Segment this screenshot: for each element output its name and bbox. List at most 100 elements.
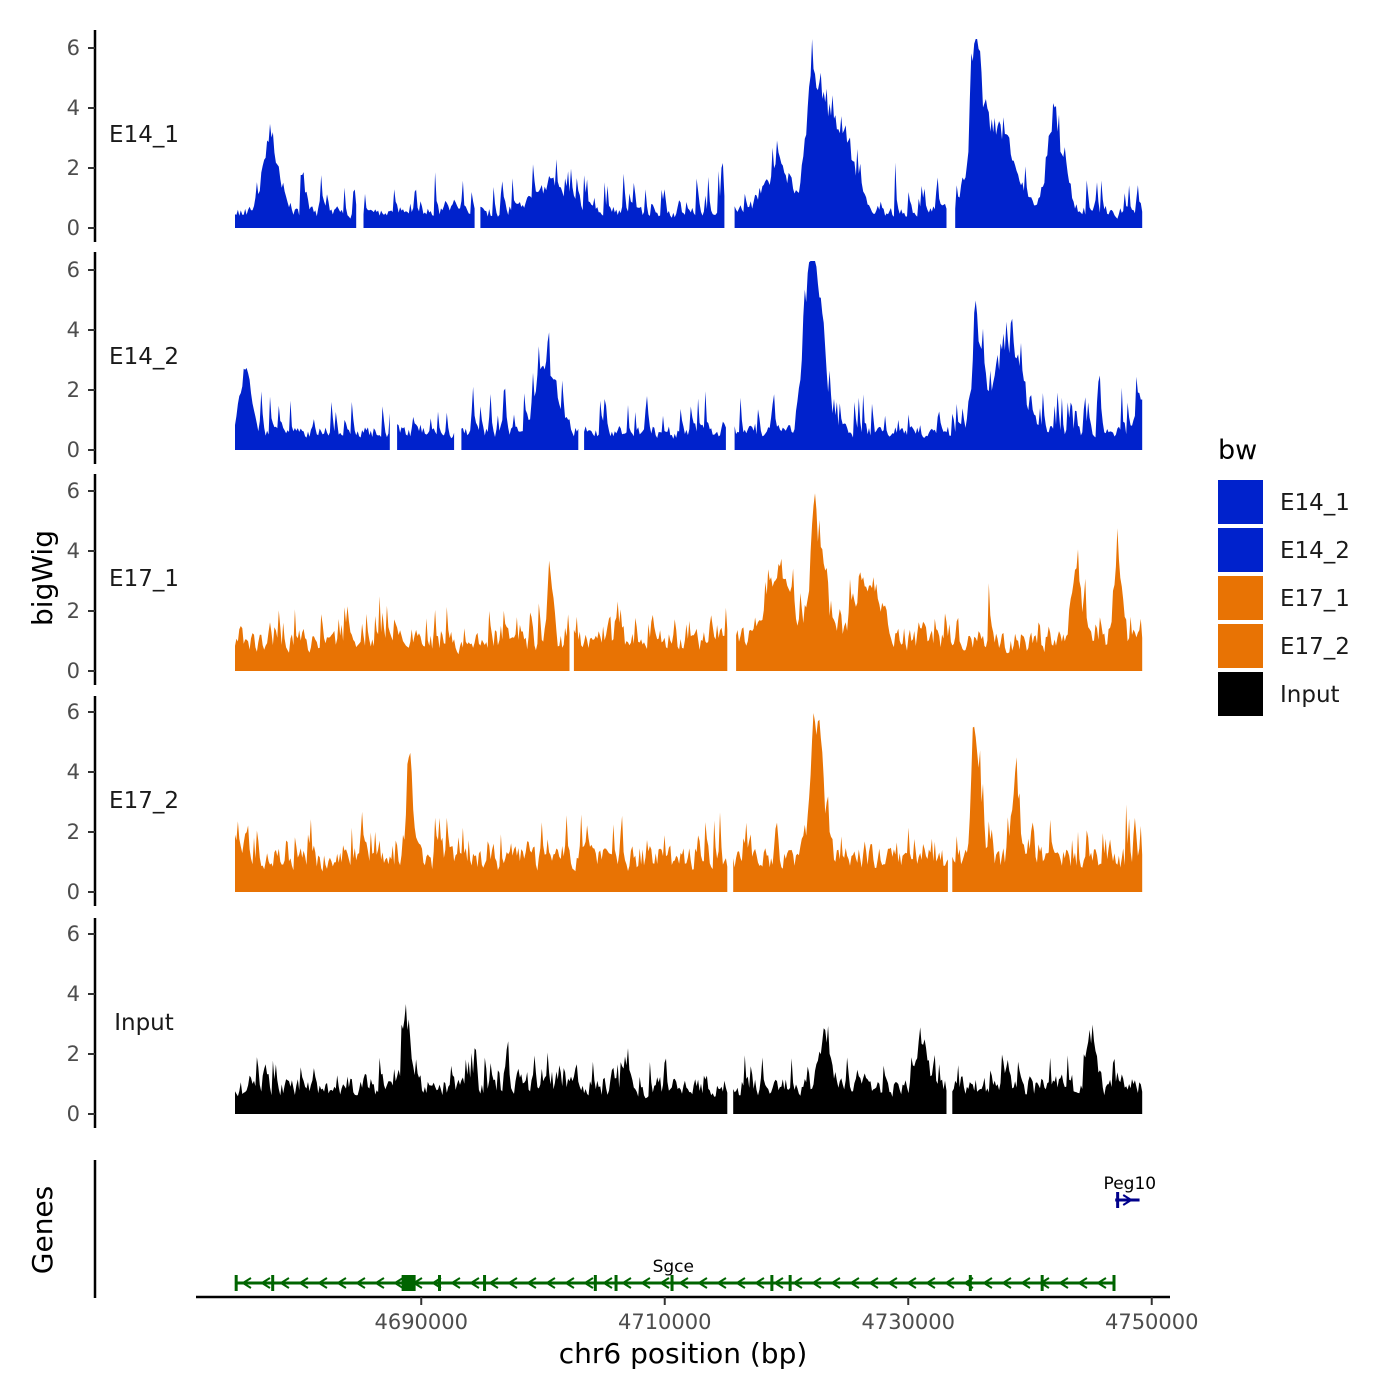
legend-label: E14_2 (1280, 538, 1350, 564)
strand-arrow (868, 1277, 879, 1289)
signal-area-e14-2 (397, 411, 455, 450)
strand-arrow (1077, 1277, 1088, 1289)
y-tick-label: 6 (67, 479, 80, 503)
legend-label: E17_2 (1280, 634, 1350, 660)
signal-area-e14-1 (734, 39, 947, 228)
gene-name-label: Sgce (653, 1257, 694, 1277)
bigwig-tracks: 0 2 4 6 E14_1 0 2 4 6 E14_2 0 2 4 6 E17_1 0 2 4 6 E17_2 0 2 4 6… (67, 30, 1143, 1128)
strand-arrow (1020, 1277, 1031, 1289)
y-tick-label: 4 (67, 760, 80, 784)
gene-sgce: Sgce (234, 1257, 1116, 1291)
signal-area-e14-2 (461, 332, 579, 450)
strand-arrow (1058, 1277, 1069, 1289)
strand-arrow (317, 1277, 328, 1289)
strand-arrow (792, 1277, 803, 1289)
strand-arrow (773, 1277, 784, 1289)
signal-area-e14-1 (363, 172, 475, 228)
strand-arrow (526, 1277, 537, 1289)
track-e17-2: 0 2 4 6 E17_2 (67, 696, 1143, 906)
strand-arrow (564, 1277, 575, 1289)
strand-arrow (925, 1277, 936, 1289)
strand-arrow (906, 1277, 917, 1289)
signal-area-e14-1 (955, 39, 1143, 228)
track-e14-1: 0 2 4 6 E14_1 (67, 30, 1143, 242)
strand-arrow (1001, 1277, 1012, 1289)
track-label: E14_1 (109, 122, 179, 148)
strand-arrow (811, 1277, 822, 1289)
strand-arrow (621, 1277, 632, 1289)
track-label: E17_1 (109, 566, 179, 592)
x-axis: 4690000 4710000 4730000 4750000 (196, 1295, 1199, 1334)
y-tick-label: 6 (67, 258, 80, 282)
track-label: Input (114, 1010, 174, 1036)
x-tick-label: 4690000 (374, 1310, 468, 1334)
strand-arrow (488, 1277, 499, 1289)
y-tick-label: 2 (67, 156, 80, 180)
strand-arrow (735, 1277, 746, 1289)
y-tick-label: 0 (67, 659, 80, 683)
y-tick-label: 6 (67, 700, 80, 724)
legend-swatch (1218, 672, 1263, 716)
strand-arrow (697, 1277, 708, 1289)
signal-area-input (952, 1024, 1143, 1114)
gene-name-label: Peg10 (1104, 1174, 1157, 1194)
legend-swatch (1218, 480, 1263, 524)
track-e17-1: 0 2 4 6 E17_1 (67, 474, 1143, 685)
strand-arrow (982, 1277, 993, 1289)
legend-label: Input (1280, 682, 1340, 708)
strand-arrow (678, 1277, 689, 1289)
track-label: E17_2 (109, 788, 179, 814)
strand-arrow (355, 1277, 366, 1289)
legend-swatch (1218, 528, 1263, 572)
strand-arrow (1122, 1194, 1134, 1206)
y-tick-label: 6 (67, 922, 80, 946)
legend: bw E14_1 E14_2 E17_1 E17_2 Input (1218, 435, 1350, 716)
strand-arrow (336, 1277, 347, 1289)
strand-arrow (507, 1277, 518, 1289)
y-tick-label: 2 (67, 378, 80, 402)
strand-arrow (1096, 1277, 1107, 1289)
strand-arrow (393, 1277, 404, 1289)
strand-arrow (450, 1277, 461, 1289)
signal-area-e17-2 (733, 713, 948, 892)
signal-area-e17-2 (235, 752, 728, 892)
strand-arrow (887, 1277, 898, 1289)
signal-area-e14-2 (235, 368, 390, 450)
genes-axis-title: Genes (26, 1186, 59, 1274)
signal-area-e17-1 (573, 601, 728, 671)
signal-area-e14-2 (584, 391, 726, 450)
strand-arrow (849, 1277, 860, 1289)
y-tick-label: 4 (67, 318, 80, 342)
strand-arrow (602, 1277, 613, 1289)
signal-area-e17-1 (736, 493, 1143, 671)
signal-area-e17-1 (235, 560, 570, 671)
legend-title: bw (1218, 435, 1257, 466)
genes-track: Sgce Peg10 (93, 1160, 1157, 1298)
legend-swatch (1218, 576, 1263, 620)
legend-label: E17_1 (1280, 586, 1350, 612)
y-tick-label: 2 (67, 1042, 80, 1066)
strand-arrow (583, 1277, 594, 1289)
strand-arrow (260, 1277, 271, 1289)
y-tick-label: 0 (67, 880, 80, 904)
legend-swatch (1218, 624, 1263, 668)
y-tick-label: 4 (67, 96, 80, 120)
track-e14-2: 0 2 4 6 E14_2 (67, 252, 1143, 464)
x-tick-label: 4710000 (618, 1310, 712, 1334)
strand-arrow (754, 1277, 765, 1289)
y-tick-label: 2 (67, 599, 80, 623)
x-tick-label: 4750000 (1105, 1310, 1199, 1334)
y-tick-label: 0 (67, 1102, 80, 1126)
signal-area-e14-1 (480, 159, 725, 228)
signal-area-e14-1 (235, 123, 357, 228)
signal-area-e14-2 (734, 261, 1143, 450)
strand-arrow (944, 1277, 955, 1289)
y-tick-label: 6 (67, 36, 80, 60)
strand-arrow (716, 1277, 727, 1289)
x-tick-label: 4730000 (861, 1310, 955, 1334)
strand-arrow (545, 1277, 556, 1289)
strand-arrow (241, 1277, 252, 1289)
strand-arrow (279, 1277, 290, 1289)
y-tick-label: 4 (67, 982, 80, 1006)
